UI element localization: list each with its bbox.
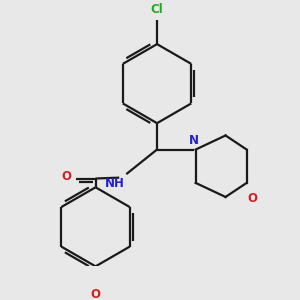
Text: N: N bbox=[189, 134, 199, 147]
Text: O: O bbox=[91, 288, 100, 300]
Text: O: O bbox=[62, 170, 72, 183]
Text: NH: NH bbox=[105, 177, 124, 190]
Text: Cl: Cl bbox=[151, 3, 164, 16]
Text: O: O bbox=[247, 192, 257, 205]
